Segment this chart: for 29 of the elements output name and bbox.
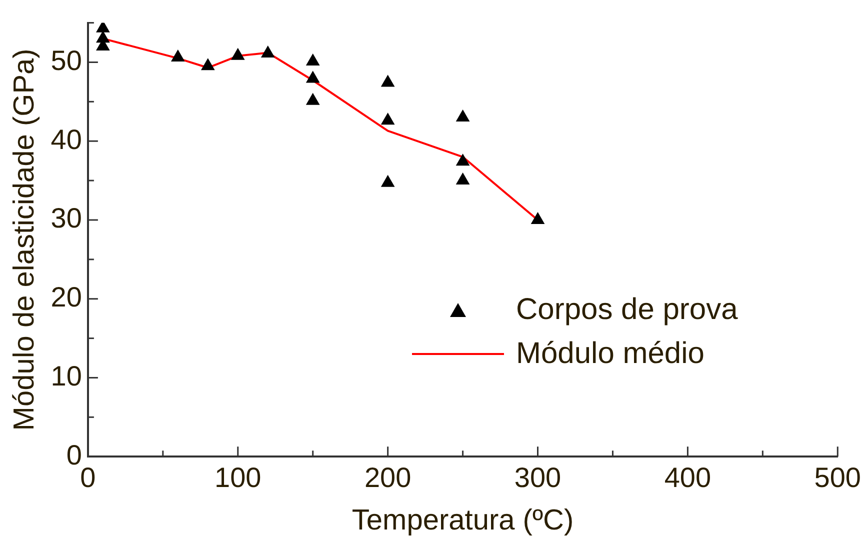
point <box>456 172 470 185</box>
y-tick-label: 30 <box>50 202 82 234</box>
y-tick-label: 20 <box>50 282 82 313</box>
point <box>260 46 275 58</box>
y-tick-label: 0 <box>66 439 82 470</box>
point <box>230 48 245 60</box>
y-tick-label: 50 <box>50 44 82 76</box>
point <box>380 112 395 125</box>
legend-label: Corpos de prova <box>516 293 738 327</box>
point <box>200 58 215 70</box>
x-tick-label: 300 <box>514 462 562 494</box>
point <box>306 70 320 83</box>
y-tick-label: 40 <box>50 124 82 155</box>
y-axis-title: Módulo de elasticidade (GPa) <box>8 48 40 431</box>
point <box>380 74 395 87</box>
x-axis-title: Temperatura (ºC) <box>352 504 574 537</box>
legend-label: Módulo médio <box>516 337 704 371</box>
x-tick-label: 500 <box>814 462 861 494</box>
point <box>306 53 320 66</box>
x-tick-label: 100 <box>214 462 262 494</box>
x-tick-label: 200 <box>364 462 412 494</box>
x-tick-label: 400 <box>664 462 712 494</box>
point <box>456 109 470 122</box>
point <box>170 50 185 62</box>
point <box>530 212 545 224</box>
y-tick-label: 10 <box>50 360 82 392</box>
point <box>380 174 395 187</box>
point <box>306 92 320 105</box>
point <box>456 154 470 166</box>
